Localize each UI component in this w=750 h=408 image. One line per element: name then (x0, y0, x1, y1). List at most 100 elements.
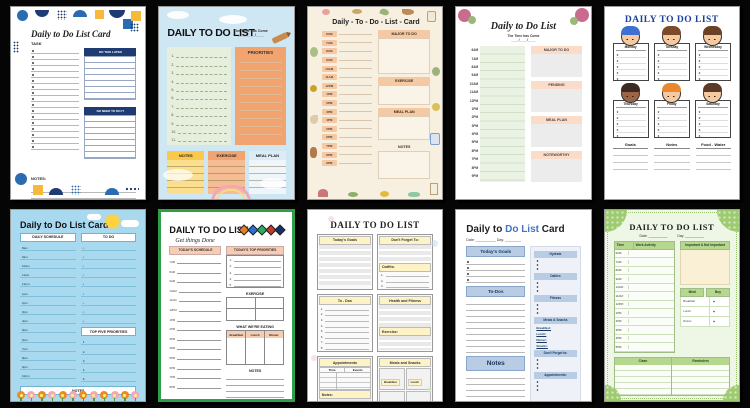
time-label: 1PM (169, 317, 176, 322)
time-label: 2PM (321, 100, 337, 107)
time-line (338, 42, 373, 44)
template-card-blue-headers[interactable]: Daily to Do List Card Date: __________ D… (455, 208, 592, 402)
reminders-lines (672, 364, 729, 395)
card4-body: 6AM 7AM 8AM 9AM 10AM 11AM 12PM 1PM 2PM 3PM 4PM 5PM 6… (465, 46, 582, 182)
template-card-green-border[interactable]: DAILY TO DO LIST Get things Done TODAY'S… (158, 208, 295, 402)
schedule-time-row: 2pm (20, 297, 76, 306)
forget-lines (378, 244, 432, 263)
right-section-header: Hydrate (534, 250, 577, 258)
template-card-blue-schedule[interactable]: Daily to Do List Card DAILY SCHEDULE 8am… (10, 208, 147, 402)
time-label: 9PM (321, 160, 337, 167)
page-title: Daily to Do List Card (466, 224, 580, 235)
events-column-label: Events (352, 368, 363, 373)
template-card-kids[interactable]: DAILY TO DO LIST Monday (603, 6, 740, 200)
priority-row: 5. (227, 281, 282, 288)
time-line (177, 339, 222, 341)
schedule-time-row: 9am (20, 251, 76, 260)
doodle-decoration (379, 7, 390, 17)
corner-decoration (15, 172, 27, 185)
template-card-sky[interactable]: DAILY TO DO LIST The Time has Come ____/… (158, 6, 295, 200)
doodle-decoration (351, 9, 362, 14)
time-line (338, 136, 373, 138)
time-label: 7AM (321, 39, 337, 46)
work-row: 5PM: (614, 343, 675, 352)
template-card-pastel-sections[interactable]: DAILY TO DO LIST Today's Goals Don't For… (306, 208, 444, 402)
time-line (177, 349, 222, 351)
time-label: 1PM (471, 106, 479, 111)
clean-lines (614, 364, 672, 395)
work-row: 6AM: (614, 250, 675, 258)
card3-side-sections: MAJOR TO DO EXERCISE MEAL PLAN NOTES (378, 30, 431, 179)
work-column-label: Work Activity (635, 243, 656, 247)
schedule-time-row: 5pm (20, 324, 76, 334)
side-section: NOTEWORTHY (531, 151, 582, 182)
time-label: 9AM (321, 57, 337, 64)
corner-decoration (109, 10, 125, 18)
task-line (176, 74, 228, 76)
time-line (177, 387, 222, 389)
flower-border-decoration (17, 387, 140, 402)
rose-decoration (574, 8, 589, 22)
buy-cell (708, 306, 729, 316)
time-row: 2PM (321, 99, 373, 108)
time-label: 5PM (169, 356, 176, 361)
details-column: TODAY'S TOP PRIORITIES 1. 2. 3. 4. 5. EXERCI… (226, 245, 284, 400)
row-line (385, 281, 430, 283)
corner-decoration (33, 184, 43, 195)
template-card-doodle-beige[interactable]: Daily - To - Do - List - Card 6AM 7AM 8AM 9… (306, 6, 444, 200)
card3-body: 6AM 7AM 8AM 9AM 10AM 11AM 12PM 1PM 2PM 3PM 4PM 5PM 6… (321, 30, 431, 179)
date-caption: The Time has Come ____/____/____ (465, 34, 581, 42)
do-this-later-rows (84, 56, 137, 100)
doodle-decoration (427, 11, 437, 22)
time-row: 6AM (321, 30, 373, 39)
task-number: 2. (171, 62, 175, 67)
time-label: 8AM (471, 64, 479, 69)
reminders-column: Reminders (672, 357, 729, 395)
meal-plan-header: MEAL PLAN (378, 108, 431, 116)
task-line (176, 90, 228, 92)
meal-quadrants: Breakfast LunchDinnerSnacks (378, 368, 432, 402)
task-row: 4. (171, 75, 228, 84)
task-number: 4. (171, 79, 175, 84)
lime-corner-decoration (722, 385, 739, 401)
todo-bullet-row: • (80, 260, 137, 270)
meal-column-label: Breakfast (227, 331, 247, 339)
row-number: 6. (320, 334, 324, 339)
time-label: 10AM (469, 81, 479, 86)
time-label: 3PM (471, 123, 479, 128)
task-number: 10. (171, 129, 177, 134)
template-card-lime-green[interactable]: DAILY TO DO LIST Date: __________ Day: _… (603, 208, 740, 402)
corner-decoration (125, 186, 140, 191)
template-card-roses[interactable]: Daily to Do List The Time has Come ____/… (455, 6, 592, 200)
notes-section: NOTES: (31, 167, 137, 199)
weekday-box: Wednesday (694, 43, 731, 81)
corner-decoration (13, 41, 19, 53)
date-caption: The Time has Come ____/____/____ (234, 29, 268, 37)
time-row: 10AM (321, 64, 373, 73)
time-label: 9AM (471, 73, 479, 78)
section-header: NOTEWORTHY (531, 151, 582, 159)
priority-number: 4. (229, 277, 232, 282)
todos-header: To - Dos (318, 296, 371, 306)
doodle-decoration (432, 103, 441, 111)
todo-priorities-column: TO DO • • • • • • • • • TOP FIVE PRIORITIES 1. 2.… (80, 232, 137, 383)
work-row: 2PM: (614, 318, 675, 326)
row-line (325, 343, 369, 345)
meal-label: Breakfast (683, 299, 696, 303)
time-column-label: Time (615, 241, 634, 249)
template-card-blue-geometric[interactable]: Daily to Do List Card TASK DO THIS LATER… (10, 6, 147, 200)
priority-row: 4. (227, 275, 282, 282)
time-row: 1PM (321, 90, 373, 99)
right-section: Hydrate (534, 250, 577, 271)
task-row: 10. (171, 126, 228, 134)
clean-header: Clean (614, 357, 672, 365)
page-title: DAILY TO DO LIST (330, 219, 420, 230)
time-label: 6AM (471, 48, 479, 53)
numbered-row: 7. (319, 339, 371, 345)
notes-section: NOTES (20, 386, 137, 402)
sun-icon (106, 214, 120, 228)
corner-decoration (57, 10, 67, 20)
task-row: 6. (171, 92, 228, 101)
exercise-grid (226, 297, 284, 322)
time-row: 11AM (321, 73, 373, 82)
